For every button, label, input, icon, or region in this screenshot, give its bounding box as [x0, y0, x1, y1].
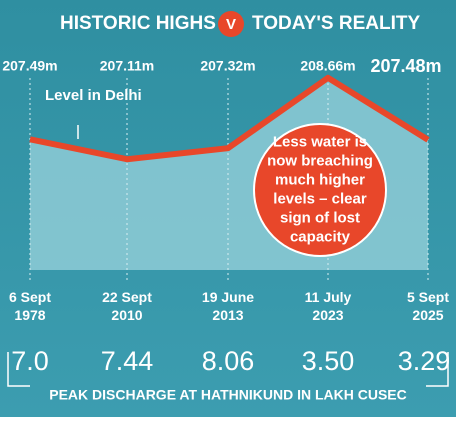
value-label: 207.49m — [2, 58, 57, 74]
discharge-value: 3.50 — [302, 346, 355, 376]
subtitle: TODAY'S REALITY — [252, 13, 420, 34]
badge-circle — [218, 11, 244, 37]
discharge-value: 7.44 — [101, 346, 154, 376]
value-label: 207.48m — [370, 56, 441, 76]
bracket — [7, 352, 449, 387]
value-label: 207.11m — [100, 58, 155, 74]
value-label: 207.32m — [200, 58, 255, 74]
value-label: 208.66m — [300, 58, 355, 74]
title: HISTORIC HIGHS — [60, 13, 216, 34]
line — [29, 74, 430, 163]
badge: V — [226, 16, 236, 33]
callout-circle — [253, 123, 387, 257]
annotation: Less water is now breaching much higher lev… — [267, 133, 373, 245]
series-label: Level in Delhi — [45, 87, 142, 104]
x-label: 5 Sept 2025 — [407, 289, 449, 323]
discharge-value: 3.29 — [398, 346, 451, 376]
discharge-value: 8.06 — [202, 346, 255, 376]
x-label: 11 July 2023 — [305, 289, 352, 323]
x-label: 22 Sept 2010 — [102, 289, 152, 323]
x-label: 6 Sept 1978 — [9, 289, 51, 323]
x-label: 19 June 2013 — [202, 289, 254, 323]
discharge-value: 7.0 — [11, 346, 49, 376]
discharge-title: PEAK DISCHARGE AT HATHNIKUND IN LAKH CUS… — [49, 387, 407, 403]
